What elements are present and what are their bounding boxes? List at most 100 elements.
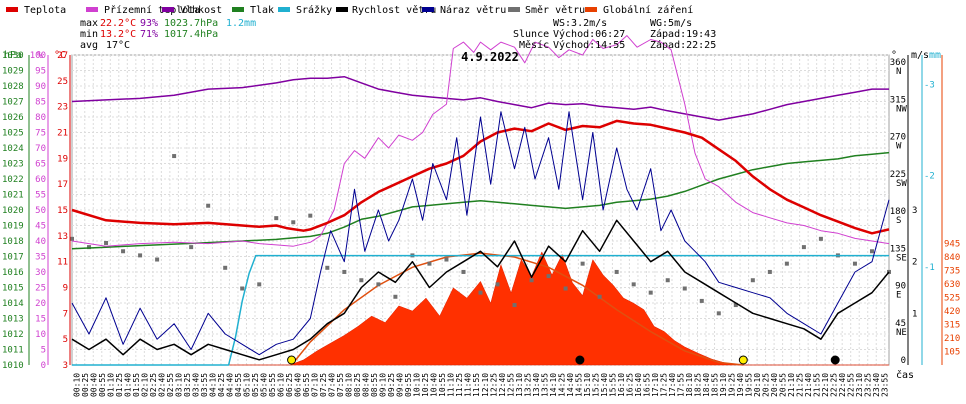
wind-dir-point bbox=[887, 269, 891, 274]
temperature-line bbox=[71, 119, 890, 235]
wind-dir-point bbox=[597, 294, 602, 299]
tick-hpa: 1015 bbox=[2, 284, 24, 294]
tick-time: 02:55 bbox=[166, 373, 175, 397]
tick-time: 00:10 bbox=[72, 373, 81, 397]
tick-time: 19:55 bbox=[745, 373, 754, 397]
tick-rain: -2 bbox=[924, 172, 935, 182]
wind-dir-point bbox=[444, 257, 449, 262]
legend-globalni-zareni: Globální záření bbox=[603, 4, 693, 16]
tick-time: 04:10 bbox=[208, 373, 217, 397]
tick-time: 23:25 bbox=[864, 373, 873, 397]
unit-hpa: hPa bbox=[4, 50, 22, 61]
tick-rad: 840 bbox=[944, 253, 960, 263]
stats-block: max 22.2°C 93% 1023.7hPa 1.2mm min 13.2°… bbox=[80, 18, 256, 51]
tick-temp: 25 bbox=[57, 77, 68, 87]
tick-time: 17:40 bbox=[668, 373, 677, 397]
tick-time: 09:25 bbox=[387, 373, 396, 397]
tick-pct: 90 bbox=[35, 82, 46, 92]
tick-dir-cardinal: W bbox=[896, 142, 902, 152]
legend-swatch-teplota bbox=[6, 7, 18, 12]
wind-dir-point bbox=[614, 269, 619, 274]
tick-time: 13:40 bbox=[532, 373, 541, 397]
tick-time: 15:25 bbox=[591, 373, 600, 397]
wind-dir-point bbox=[546, 274, 551, 279]
tick-dir: 180 bbox=[890, 207, 906, 217]
tick-pct: 5 bbox=[41, 346, 46, 356]
tick-pct: 70 bbox=[35, 144, 46, 154]
tick-time: 15:55 bbox=[608, 373, 617, 397]
tick-wind: 3 bbox=[912, 206, 917, 216]
unit-dir: ° bbox=[891, 50, 897, 61]
astro-wg: WG:5m/s bbox=[650, 18, 692, 29]
astro-moon-set: Západ:22:25 bbox=[650, 39, 716, 51]
series-lines bbox=[71, 35, 890, 366]
legend-naraz-vetru: Náraz větru bbox=[440, 4, 506, 16]
chart-title: 4.9.2022 bbox=[461, 50, 519, 64]
wind-dir-point bbox=[121, 249, 126, 254]
tick-time: 01:10 bbox=[106, 373, 115, 397]
wind-dir-point bbox=[801, 245, 806, 250]
tick-hpa: 1020 bbox=[2, 206, 24, 216]
wind-dir-point bbox=[274, 216, 279, 221]
tick-dir: 315 bbox=[890, 95, 906, 105]
tick-time: 07:55 bbox=[336, 373, 345, 397]
astro-sun-set: Západ:19:43 bbox=[650, 28, 716, 40]
tick-time: 15:40 bbox=[600, 373, 609, 397]
tick-pct: 60 bbox=[35, 175, 46, 185]
stats-max-press: 1023.7hPa bbox=[164, 18, 218, 29]
tick-temp: 23 bbox=[57, 103, 68, 113]
tick-rad: 420 bbox=[944, 307, 960, 317]
wind-dir-point bbox=[155, 257, 160, 262]
tick-pct: 15 bbox=[35, 315, 46, 325]
tick-time: 03:55 bbox=[200, 373, 209, 397]
tick-hpa: 1010 bbox=[2, 361, 24, 371]
tick-dir: 0 bbox=[901, 356, 906, 366]
tick-temp: 7 bbox=[63, 309, 68, 319]
tick-temp: 17 bbox=[57, 180, 68, 190]
tick-time: 21:40 bbox=[804, 373, 813, 397]
tick-hpa: 1012 bbox=[2, 330, 24, 340]
stats-max-label: max bbox=[80, 18, 98, 29]
tick-hpa: 1028 bbox=[2, 82, 24, 92]
tick-temp: 15 bbox=[57, 206, 68, 216]
tick-pct: 80 bbox=[35, 113, 46, 123]
tick-time: 14:10 bbox=[549, 373, 558, 397]
tick-hpa: 1017 bbox=[2, 253, 24, 263]
tick-time: 10:55 bbox=[438, 373, 447, 397]
tick-temp: 27 bbox=[57, 51, 68, 61]
unit-rain: mm bbox=[929, 50, 941, 61]
tick-time: 12:10 bbox=[481, 373, 490, 397]
tick-hpa: 1027 bbox=[2, 98, 24, 108]
legend-swatch-naraz-vetru bbox=[422, 7, 434, 12]
tick-time: 20:40 bbox=[770, 373, 779, 397]
stats-min-temp: 13.2°C bbox=[100, 29, 136, 40]
wind-dir-point bbox=[359, 278, 364, 283]
wind-dir-point bbox=[716, 311, 721, 316]
tick-rad: 525 bbox=[944, 294, 960, 304]
tick-time: 17:25 bbox=[659, 373, 668, 397]
tick-time: 07:40 bbox=[328, 373, 337, 397]
wind-dir-point bbox=[733, 303, 738, 308]
tick-time: 12:40 bbox=[498, 373, 507, 397]
tick-hpa: 1018 bbox=[2, 237, 24, 247]
wind-dir-point bbox=[512, 303, 517, 308]
tick-hpa: 1023 bbox=[2, 160, 24, 170]
tick-rad: 105 bbox=[944, 348, 960, 358]
wind-dir-point bbox=[138, 253, 143, 258]
tick-time: 16:55 bbox=[642, 373, 651, 397]
tick-rain: -1 bbox=[924, 263, 935, 273]
wind-dir-point bbox=[648, 290, 653, 295]
pressure-line bbox=[71, 151, 890, 250]
ground-temp-line bbox=[71, 35, 890, 247]
tick-hpa: 1026 bbox=[2, 113, 24, 123]
tick-time: 22:55 bbox=[847, 373, 856, 397]
wind-dir-point bbox=[767, 269, 772, 274]
tick-pct: 25 bbox=[35, 284, 46, 294]
legend-swatch-smer-vetru bbox=[508, 7, 520, 12]
tick-pct: 10 bbox=[35, 330, 46, 340]
legend-prizemni-teplota: Přízemní teplota bbox=[104, 4, 200, 16]
tick-time: 04:25 bbox=[217, 373, 226, 397]
legend-swatch-globalni-zareni bbox=[585, 7, 597, 12]
wind-dir-point bbox=[376, 282, 381, 287]
